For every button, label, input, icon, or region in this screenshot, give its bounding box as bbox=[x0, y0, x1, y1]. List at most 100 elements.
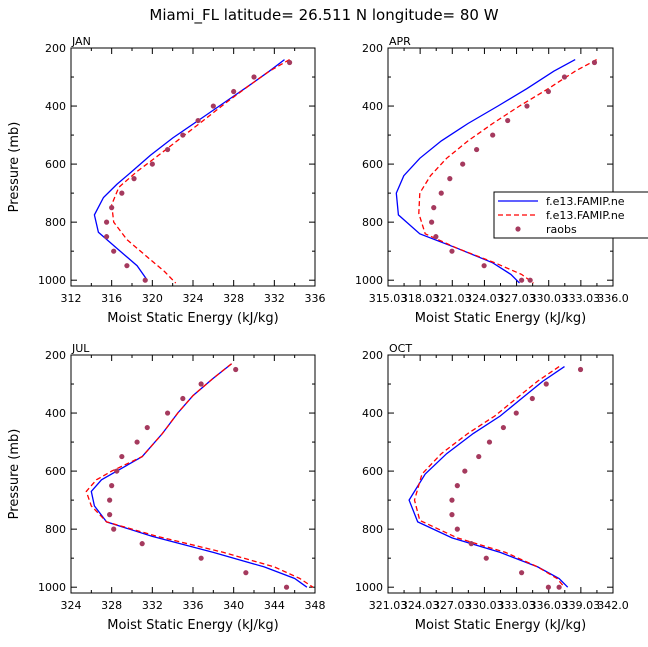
x-tick-label-jul: 332 bbox=[142, 599, 163, 612]
legend-label: raobs bbox=[546, 223, 577, 236]
obs-point-jan bbox=[103, 219, 110, 225]
obs-point-apr bbox=[490, 132, 496, 138]
plot-frame-jan bbox=[70, 47, 316, 287]
x-tick-label-jan: 324 bbox=[183, 292, 204, 305]
obs-point-jul bbox=[134, 439, 140, 445]
x-tick-label-apr: 318.03 bbox=[401, 292, 440, 305]
y-tick-label-apr: 1000 bbox=[355, 274, 383, 287]
obs-point-apr bbox=[561, 74, 568, 80]
obs-point-oct bbox=[462, 468, 468, 474]
x-tick-label-apr: 324.03 bbox=[465, 292, 504, 305]
y-tick-label-oct: 200 bbox=[362, 349, 383, 362]
panel-label-oct: OCT bbox=[389, 342, 412, 355]
x-tick-label-apr: 330.03 bbox=[529, 292, 568, 305]
obs-point-apr bbox=[438, 190, 444, 196]
obs-point-apr bbox=[524, 103, 530, 109]
y-tick-label-jul: 800 bbox=[45, 523, 66, 536]
panel-jan: JAN 312 316 320 324 328 332 336 200 400 600 800 1000… bbox=[7, 35, 326, 326]
x-tick-label-jan: 332 bbox=[264, 292, 285, 305]
obs-point-oct bbox=[500, 424, 506, 431]
y-tick-label-oct: 800 bbox=[362, 523, 383, 536]
solid-line-jan bbox=[93, 59, 285, 281]
y-axis-label-jan: Pressure (mb) bbox=[7, 122, 22, 213]
obs-point-jan bbox=[111, 248, 117, 254]
legend-swatch-dots bbox=[515, 226, 521, 232]
obs-point-apr bbox=[431, 205, 437, 211]
y-tick-label-apr: 400 bbox=[362, 100, 383, 113]
obs-point-jan bbox=[164, 146, 171, 153]
obs-point-jul bbox=[119, 453, 125, 460]
x-tick-label-oct: 330.03 bbox=[465, 599, 504, 612]
obs-point-jul bbox=[198, 555, 204, 561]
panel-label-apr: APR bbox=[389, 35, 411, 48]
x-axis-label-jan: Moist Static Energy (kJ/kg) bbox=[107, 311, 278, 326]
panels: JAN 312 316 320 324 328 332 336 200 400 600 800 1000… bbox=[7, 35, 629, 633]
y-tick-label-oct: 1000 bbox=[355, 581, 383, 594]
x-tick-label-apr: 315.03 bbox=[369, 292, 408, 305]
obs-point-apr bbox=[433, 234, 439, 240]
y-tick-label-jan: 200 bbox=[45, 42, 66, 55]
y-tick-label-jan: 600 bbox=[45, 158, 66, 171]
x-tick-label-apr: 321.03 bbox=[433, 292, 472, 305]
obs-point-oct bbox=[454, 526, 460, 532]
x-tick-label-apr: 336.0 bbox=[597, 292, 629, 305]
obs-point-jan bbox=[210, 103, 216, 109]
solid-line-oct bbox=[408, 366, 569, 588]
obs-point-jan bbox=[142, 277, 148, 283]
x-tick-label-jan: 336 bbox=[305, 292, 326, 305]
x-tick-label-oct: 333.03 bbox=[497, 599, 536, 612]
obs-point-apr bbox=[527, 277, 533, 283]
x-tick-label-oct: 342.0 bbox=[597, 599, 629, 612]
obs-point-apr bbox=[481, 263, 487, 269]
obs-point-jul bbox=[198, 381, 204, 387]
obs-point-jan bbox=[286, 59, 293, 66]
obs-point-jul bbox=[164, 410, 171, 416]
x-tick-label-jul: 348 bbox=[305, 599, 326, 612]
obs-point-apr bbox=[545, 88, 551, 95]
x-tick-label-oct: 339.03 bbox=[562, 599, 601, 612]
x-axis-label-oct: Moist Static Energy (kJ/kg) bbox=[415, 618, 586, 633]
obs-point-oct bbox=[529, 395, 535, 402]
panel-jul: JUL 324 328 332 336 340 344 348 200 400 600 800 1000… bbox=[7, 342, 326, 633]
obs-point-apr bbox=[591, 59, 598, 66]
x-tick-label-jul: 324 bbox=[61, 599, 82, 612]
x-tick-label-jul: 340 bbox=[223, 599, 244, 612]
dashed-line-oct bbox=[413, 366, 565, 588]
obs-point-oct bbox=[449, 497, 455, 503]
x-tick-label-jul: 344 bbox=[264, 599, 285, 612]
x-axis-label-apr: Moist Static Energy (kJ/kg) bbox=[415, 311, 586, 326]
y-tick-label-apr: 800 bbox=[362, 216, 383, 229]
obs-point-jul bbox=[233, 366, 239, 373]
x-tick-label-jan: 320 bbox=[142, 292, 163, 305]
obs-point-oct bbox=[577, 366, 584, 373]
x-tick-label-jan: 316 bbox=[101, 292, 122, 305]
plot-frame-apr bbox=[387, 47, 614, 287]
obs-point-jul bbox=[109, 483, 115, 489]
dashed-line-apr bbox=[418, 59, 597, 284]
obs-point-jan bbox=[251, 74, 257, 80]
obs-point-oct bbox=[519, 570, 525, 576]
x-tick-label-oct: 327.03 bbox=[433, 599, 472, 612]
obs-point-apr bbox=[505, 117, 511, 124]
solid-line-apr bbox=[395, 59, 576, 284]
obs-point-apr bbox=[519, 277, 525, 283]
y-tick-label-jul: 200 bbox=[45, 349, 66, 362]
obs-point-jan bbox=[103, 234, 110, 240]
x-axis-label-jul: Moist Static Energy (kJ/kg) bbox=[107, 618, 278, 633]
obs-point-jul bbox=[180, 395, 186, 402]
obs-point-jan bbox=[131, 176, 137, 182]
y-tick-label-jan: 1000 bbox=[38, 274, 66, 287]
obs-point-jan bbox=[180, 132, 186, 138]
obs-point-oct bbox=[476, 453, 482, 460]
obs-point-jan bbox=[119, 190, 125, 196]
y-tick-label-jul: 600 bbox=[45, 465, 66, 478]
obs-point-jul bbox=[107, 497, 113, 503]
obs-point-jul bbox=[111, 526, 117, 532]
obs-point-apr bbox=[429, 219, 435, 225]
x-tick-label-oct: 321.03 bbox=[369, 599, 408, 612]
x-tick-label-apr: 327.03 bbox=[497, 292, 536, 305]
y-axis-label-jul: Pressure (mb) bbox=[7, 429, 22, 520]
